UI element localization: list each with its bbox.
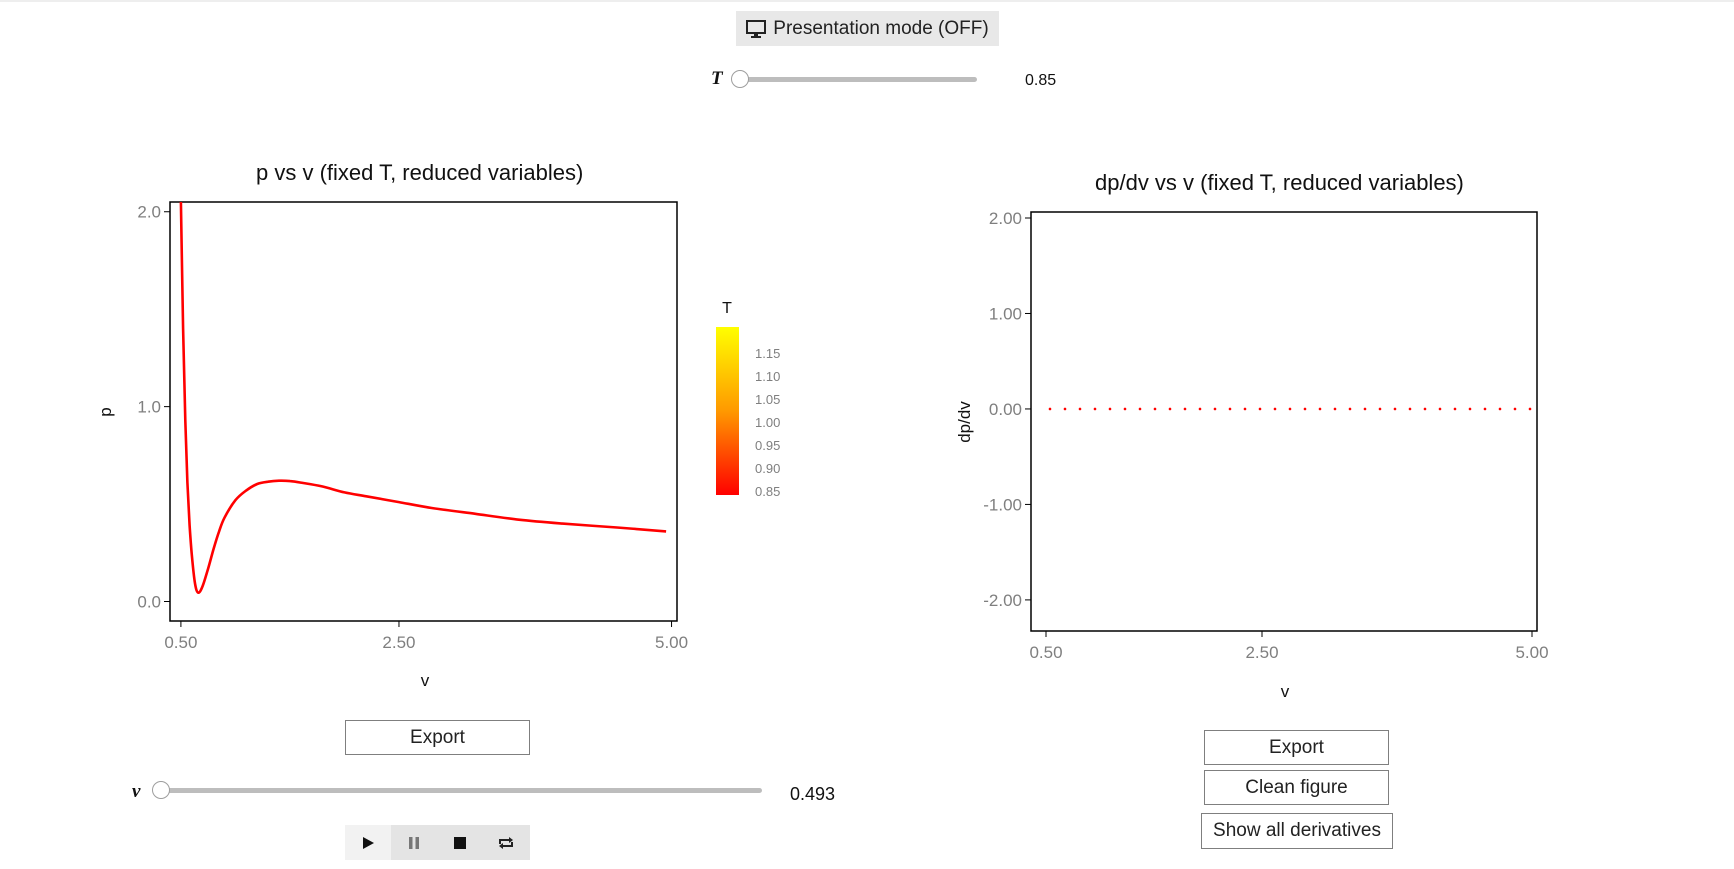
v-slider-track[interactable]: [158, 788, 762, 793]
colorbar-tick-label: 0.85: [755, 484, 780, 499]
dpdv-point: [1168, 407, 1172, 411]
left-export-button[interactable]: Export: [345, 720, 530, 755]
dpdv-point: [1513, 407, 1517, 411]
colorbar-tick-label: 1.05: [755, 392, 780, 407]
colorbar-tick-label: 1.15: [755, 346, 780, 361]
v-slider-thumb[interactable]: [152, 781, 170, 799]
dpdv-point: [1318, 407, 1322, 411]
dpdv-point: [1333, 407, 1337, 411]
right-y-tick-label: -2.00: [983, 591, 1022, 610]
left-chart-title: p vs v (fixed T, reduced variables): [256, 160, 584, 185]
v-slider-value: 0.493: [790, 784, 836, 804]
left-y-axis-label: p: [96, 407, 115, 416]
dpdv-point: [1198, 407, 1202, 411]
left-plot-frame: [169, 201, 678, 622]
dpdv-point: [1273, 407, 1277, 411]
dpdv-vs-v-chart: -2.00 -1.00 0.00 1.00 2.00 0.50 2.50 5.00 v dp…: [955, 209, 1549, 701]
left-y-tick-label: 0.0: [137, 593, 161, 612]
dpdv-point: [1348, 407, 1352, 411]
right-y-tick-label: 1.00: [989, 304, 1022, 323]
dpdv-point: [1108, 407, 1112, 411]
dpdv-point: [1153, 407, 1157, 411]
dpdv-point: [1423, 407, 1427, 411]
right-plot-frame: [1030, 211, 1538, 632]
t-slider-label: T: [711, 68, 723, 89]
t-slider-track[interactable]: [737, 77, 977, 82]
presentation-mode-button[interactable]: Presentation mode (OFF): [736, 11, 999, 46]
dpdv-point: [1303, 407, 1307, 411]
dpdv-point: [1093, 407, 1097, 411]
dpdv-point: [1078, 407, 1082, 411]
left-x-axis-label: v: [421, 671, 430, 690]
right-export-button[interactable]: Export: [1204, 730, 1389, 765]
right-x-tick-label: 5.00: [1515, 643, 1548, 662]
colorbar-tick-label: 1.10: [755, 369, 780, 384]
dpdv-point: [1393, 407, 1397, 411]
left-y-tick-label: 2.0: [137, 203, 161, 222]
dpdv-point: [1363, 407, 1367, 411]
colorbar-tick-label: 0.90: [755, 461, 780, 476]
dpdv-point: [1048, 407, 1052, 411]
clean-figure-button[interactable]: Clean figure: [1204, 770, 1389, 805]
dpdv-point: [1453, 407, 1457, 411]
dpdv-point: [1498, 407, 1502, 411]
left-x-tick-label: 5.00: [655, 633, 688, 652]
animation-player: [345, 825, 530, 860]
right-chart-title: dp/dv vs v (fixed T, reduced variables): [1095, 170, 1464, 195]
dpdv-point: [1213, 407, 1217, 411]
dpdv-point: [1528, 407, 1532, 411]
play-icon: [363, 836, 374, 849]
dpdv-point: [1438, 407, 1442, 411]
right-x-axis-label: v: [1281, 682, 1290, 701]
p-vs-v-chart: 0.0 1.0 2.0 0.50 2.50 5.00 v p T 0.85 0.90 0.9…: [96, 201, 780, 690]
monitor-icon: [746, 19, 767, 38]
dpdv-point: [1183, 407, 1187, 411]
dpdv-point: [1288, 407, 1292, 411]
dpdv-point: [1123, 407, 1127, 411]
t-slider-value: 0.85: [1025, 72, 1057, 89]
right-y-tick-label: -1.00: [983, 495, 1022, 514]
dpdv-point: [1243, 407, 1247, 411]
pause-button[interactable]: [391, 825, 437, 860]
loop-button[interactable]: [483, 825, 529, 860]
right-y-axis-label: dp/dv: [955, 401, 974, 443]
colorbar-tick-label: 0.95: [755, 438, 780, 453]
pause-icon: [409, 836, 419, 849]
dpdv-point: [1063, 407, 1067, 411]
play-button[interactable]: [345, 825, 391, 860]
dpdv-point: [1258, 407, 1262, 411]
left-x-tick-label: 0.50: [164, 633, 197, 652]
colorbar-tick-label: 1.00: [755, 415, 780, 430]
dpdv-point: [1468, 407, 1472, 411]
right-y-tick-label: 2.00: [989, 209, 1022, 228]
dpdv-point: [1408, 407, 1412, 411]
right-y-tick-label: 0.00: [989, 400, 1022, 419]
stop-button[interactable]: [437, 825, 483, 860]
right-x-tick-label: 0.50: [1029, 643, 1062, 662]
stop-icon: [454, 836, 466, 849]
colorbar: [716, 327, 739, 495]
top-border: [0, 0, 1734, 2]
dpdv-point: [1483, 407, 1487, 411]
colorbar-title: T: [722, 300, 732, 317]
show-all-derivatives-button[interactable]: Show all derivatives: [1201, 813, 1393, 849]
right-x-tick-label: 2.50: [1245, 643, 1278, 662]
p-curve: [179, 201, 667, 595]
dpdv-point: [1138, 407, 1142, 411]
left-x-tick-label: 2.50: [382, 633, 415, 652]
loop-icon: [499, 836, 513, 849]
dpdv-point: [1378, 407, 1382, 411]
v-slider-label: v: [132, 781, 141, 802]
t-slider-thumb[interactable]: [731, 70, 749, 88]
dpdv-point: [1228, 407, 1232, 411]
left-y-tick-label: 1.0: [137, 398, 161, 417]
presentation-mode-label: Presentation mode (OFF): [773, 17, 989, 39]
